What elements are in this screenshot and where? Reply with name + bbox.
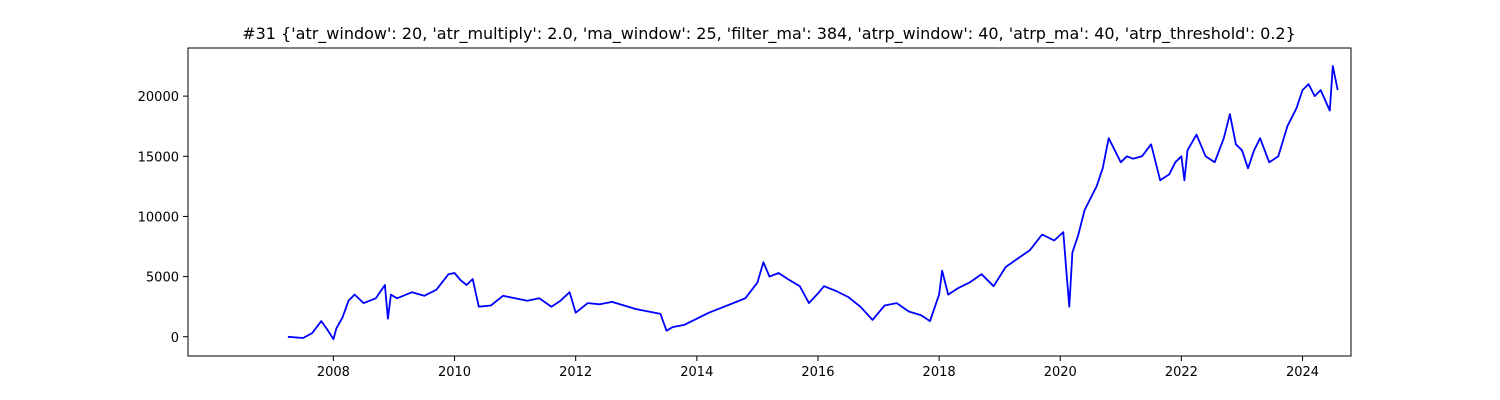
x-tick-label: 2008 — [317, 365, 350, 380]
chart-title: #31 {'atr_window': 20, 'atr_multiply': 2… — [242, 24, 1296, 44]
plot-frame — [187, 47, 1352, 357]
y-tick-label: 10000 — [138, 210, 179, 225]
x-tick-label: 2010 — [438, 365, 471, 380]
x-tick-label: 2024 — [1286, 365, 1319, 380]
y-axis: 0 5000 10000 15000 20000 — [138, 90, 188, 346]
x-tick-label: 2018 — [923, 365, 956, 380]
y-tick-label: 15000 — [138, 150, 179, 165]
x-tick-label: 2022 — [1165, 365, 1198, 380]
x-tick-label: 2016 — [801, 365, 834, 380]
x-axis: 2008 2010 2012 2014 2016 2018 2020 2022 2024 — [317, 356, 1319, 380]
x-tick-label: 2012 — [559, 365, 592, 380]
y-tick-label: 0 — [171, 331, 179, 346]
series-line — [287, 65, 1339, 341]
series-layer — [287, 65, 1339, 341]
y-tick-label: 20000 — [138, 90, 179, 105]
y-tick-label: 5000 — [146, 271, 179, 286]
x-tick-label: 2020 — [1044, 365, 1077, 380]
x-tick-label: 2014 — [680, 365, 713, 380]
